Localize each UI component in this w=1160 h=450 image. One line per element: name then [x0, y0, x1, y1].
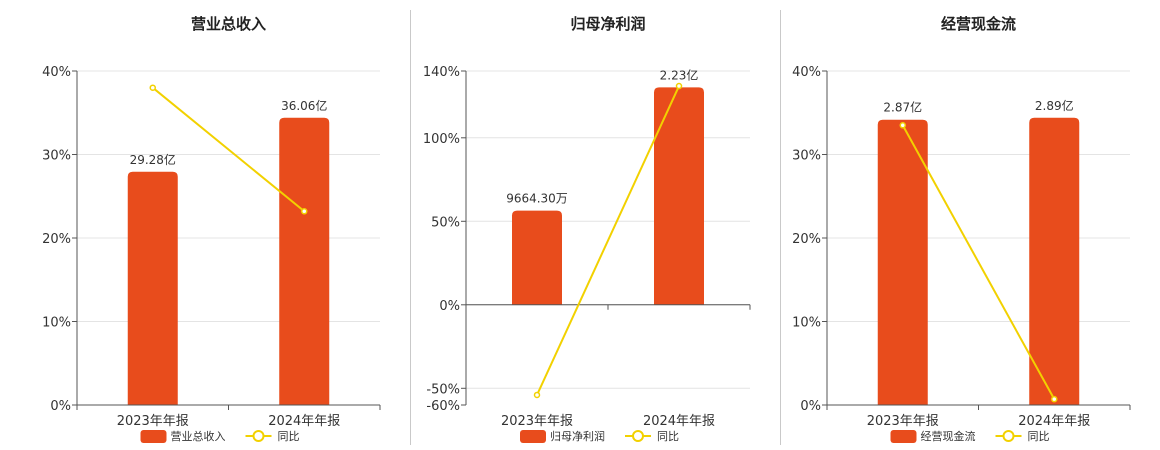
- legend-line-label: 同比: [657, 430, 679, 443]
- legend-line-marker: [252, 430, 265, 442]
- bar: [279, 117, 330, 405]
- bar: [512, 210, 562, 305]
- yoy-point: [1051, 395, 1058, 403]
- y-tick-label: -60%: [426, 399, 460, 414]
- y-tick-label: 20%: [42, 232, 71, 247]
- bar-value-label: 29.28亿: [130, 152, 176, 167]
- bar: [1029, 117, 1080, 405]
- y-tick-label: 10%: [42, 316, 71, 331]
- legend-bar-swatch: [140, 430, 167, 443]
- y-tick-label: 50%: [431, 215, 460, 230]
- bar-value-label: 9664.30万: [506, 192, 568, 206]
- x-category-label: 2023年年报: [117, 414, 189, 429]
- y-tick-label: -50%: [426, 382, 460, 397]
- bar-value-label: 36.06亿: [281, 98, 327, 113]
- y-tick-label: 10%: [792, 316, 821, 331]
- chart-panel-2: 归母净利润 -60% -50% 0% 50% 100% 140% 9664.30万 2.23亿 2…: [410, 0, 780, 450]
- chart-title: 归母净利润: [570, 15, 645, 33]
- chart-svg: 营业总收入 0% 10% 20% 30% 40% 29.28亿 36.06亿 2023年年报 20…: [42, 15, 381, 443]
- x-category-label: 2023年年报: [867, 414, 939, 429]
- panel-divider: [780, 10, 781, 445]
- legend-line-label: 同比: [1028, 430, 1050, 443]
- x-category-label: 2024年年报: [1018, 414, 1090, 429]
- legend-line-label: 同比: [278, 430, 300, 443]
- y-tick-label: 140%: [423, 65, 460, 80]
- yoy-line: [152, 86, 305, 213]
- bar-value-label: 2.23亿: [660, 67, 699, 82]
- legend-bar-label: 归母净利润: [550, 429, 605, 443]
- chart-panel-3: 经营现金流 0% 10% 20% 30% 40% 2.87亿 2.89亿 2023年年报 2024…: [780, 0, 1160, 450]
- y-tick-label: 30%: [792, 149, 821, 164]
- x-category-label: 2024年年报: [643, 414, 715, 429]
- y-tick-label: 0%: [439, 299, 460, 314]
- yoy-point: [149, 84, 156, 91]
- bar-value-label: 2.89亿: [1035, 98, 1074, 113]
- panel-divider: [410, 10, 411, 445]
- legend-line-marker: [632, 430, 644, 442]
- bar: [654, 87, 704, 305]
- legend-bar-label: 经营现金流: [921, 429, 976, 443]
- legend-bar-swatch: [520, 430, 546, 443]
- yoy-point: [675, 82, 683, 90]
- chart-svg: 归母净利润 -60% -50% 0% 50% 100% 140% 9664.30万 2.23亿 2…: [423, 15, 751, 443]
- x-category-label: 2024年年报: [268, 414, 340, 429]
- x-category-label: 2023年年报: [501, 414, 573, 429]
- legend-line-marker: [1002, 430, 1015, 442]
- chart-title: 经营现金流: [941, 15, 1016, 33]
- bar-value-label: 2.87亿: [883, 100, 922, 115]
- y-tick-label: 20%: [792, 232, 821, 247]
- legend-bar-swatch: [890, 430, 917, 443]
- yoy-line: [901, 124, 1056, 400]
- y-tick-label: 40%: [42, 65, 71, 80]
- yoy-point: [899, 122, 906, 129]
- bar: [877, 119, 928, 406]
- y-tick-label: 100%: [423, 132, 460, 147]
- bar: [127, 171, 178, 405]
- y-tick-label: 0%: [800, 399, 821, 414]
- yoy-line: [536, 85, 680, 396]
- yoy-point: [301, 208, 308, 215]
- yoy-point: [533, 391, 541, 399]
- legend-bar-label: 营业总收入: [171, 429, 226, 443]
- y-tick-label: 40%: [792, 65, 821, 80]
- chart-title: 营业总收入: [191, 15, 266, 33]
- chart-panel-1: 营业总收入 0% 10% 20% 30% 40% 29.28亿 36.06亿 2023年年报 20…: [0, 0, 410, 450]
- y-tick-label: 0%: [50, 399, 71, 414]
- chart-svg: 经营现金流 0% 10% 20% 30% 40% 2.87亿 2.89亿 2023年年报 2024…: [792, 15, 1131, 443]
- y-tick-label: 30%: [42, 149, 71, 164]
